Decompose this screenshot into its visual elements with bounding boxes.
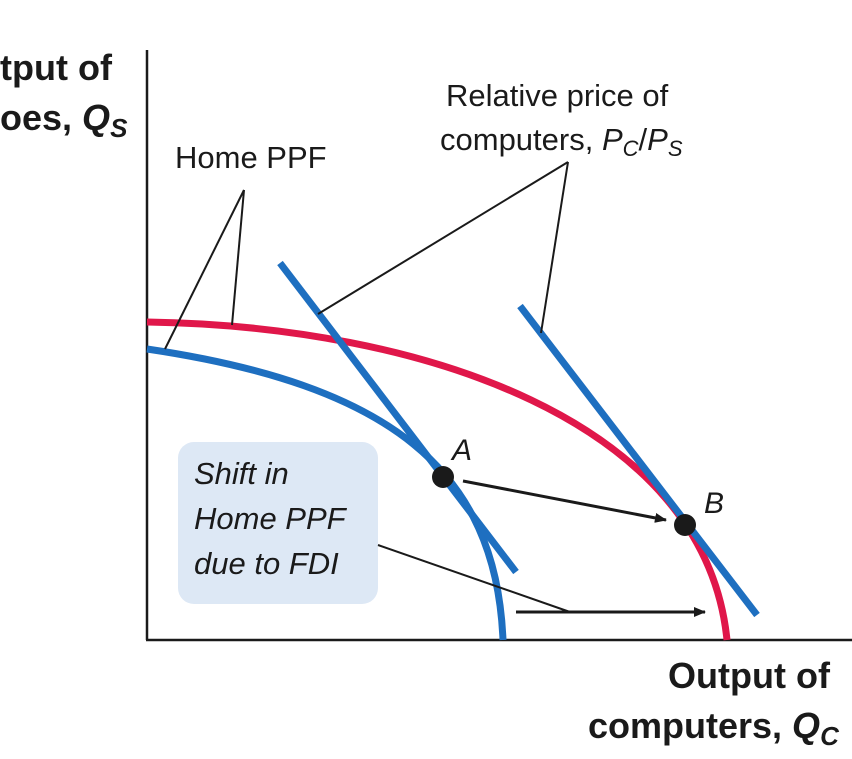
price-leader-b — [540, 161, 569, 334]
point-a-marker — [432, 466, 454, 488]
x-axis-title-line1: Output of — [668, 655, 831, 696]
point-b-label: B — [704, 487, 724, 520]
y-axis-title-line2: oes, QS — [0, 97, 128, 143]
x-axis-title-line2: computers, QC — [588, 705, 840, 751]
shift-box-line3: due to FDI — [194, 546, 339, 581]
home-ppf-leader-red — [231, 189, 245, 326]
shift-box-line2: Home PPF — [194, 501, 348, 536]
price-line-at-a — [277, 260, 519, 575]
home-ppf-leader-blue — [164, 189, 245, 350]
new-home-ppf-curve — [146, 318, 731, 641]
shift-box-leader — [377, 544, 571, 613]
original-home-ppf-curve — [146, 345, 507, 641]
shift-box — [178, 442, 378, 604]
shift-box-line1: Shift in — [194, 456, 289, 491]
move-arrow-a-to-b — [462, 479, 667, 523]
relative-price-line2: computers, PC/PS — [440, 122, 683, 161]
home-ppf-label: Home PPF — [175, 140, 327, 175]
y-axis-title-line1: tput of — [0, 47, 113, 88]
point-b-marker — [674, 514, 696, 536]
point-a-label: A — [450, 434, 472, 467]
relative-price-line1: Relative price of — [446, 78, 669, 113]
price-line-at-b — [517, 303, 760, 618]
price-leader-a — [317, 161, 569, 315]
